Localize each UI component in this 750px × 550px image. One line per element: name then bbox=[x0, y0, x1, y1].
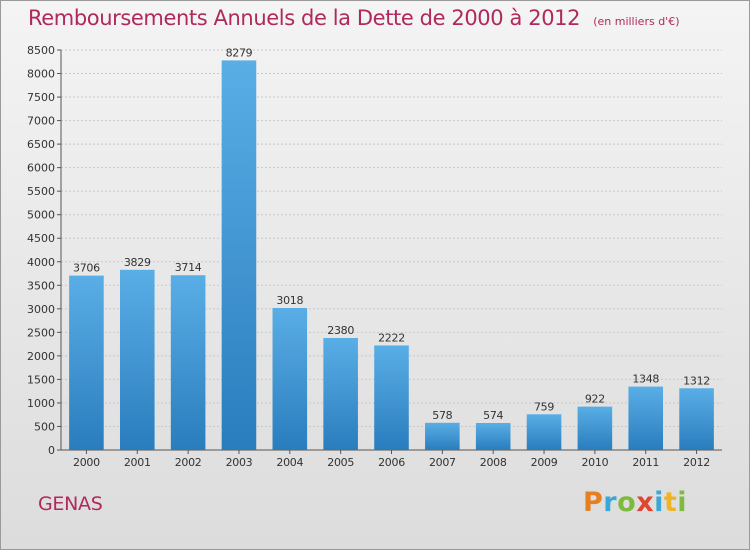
x-tick-label: 2010 bbox=[581, 456, 608, 469]
x-tick-label: 2007 bbox=[429, 456, 456, 469]
bar bbox=[221, 60, 257, 451]
x-tick-label: 2012 bbox=[683, 456, 710, 469]
axis-layer: 0 500 1000 1500 2000 2500 3000 3500 4000 4500 5000… bbox=[27, 44, 722, 469]
y-tick-label: 0 bbox=[48, 444, 55, 457]
bar bbox=[475, 422, 511, 450]
y-tick-label: 500 bbox=[34, 420, 55, 433]
x-tick-label: 2005 bbox=[327, 456, 354, 469]
logo-letter: i bbox=[654, 487, 664, 518]
x-tick-label: 2002 bbox=[175, 456, 202, 469]
x-tick-label: 2006 bbox=[378, 456, 405, 469]
chart-subtitle: (en milliers d'€) bbox=[593, 15, 680, 28]
y-tick-label: 5500 bbox=[27, 185, 55, 198]
x-tick-label: 2004 bbox=[276, 456, 303, 469]
y-tick-label: 8500 bbox=[27, 44, 55, 57]
chart-title: Remboursements Annuels de la Dette de 20… bbox=[28, 6, 581, 30]
y-tick-label: 4500 bbox=[27, 232, 55, 245]
chart-title-row: Remboursements Annuels de la Dette de 20… bbox=[28, 6, 679, 30]
y-tick-label: 6000 bbox=[27, 162, 55, 175]
x-tick-label: 2009 bbox=[531, 456, 558, 469]
y-tick-label: 5000 bbox=[27, 209, 55, 222]
y-tick-label: 7500 bbox=[27, 91, 55, 104]
bar-value-label: 574 bbox=[483, 409, 503, 422]
bar bbox=[323, 338, 358, 450]
logo-letter: P bbox=[583, 487, 604, 518]
bar bbox=[679, 388, 714, 450]
bar-value-label: 2380 bbox=[327, 324, 354, 337]
logo-letter: x bbox=[636, 487, 655, 518]
logo-letter: t bbox=[663, 487, 678, 518]
bar bbox=[425, 422, 460, 450]
bar-value-label: 2222 bbox=[378, 331, 405, 344]
bar bbox=[577, 406, 613, 450]
y-tick-label: 3000 bbox=[27, 303, 55, 316]
x-tick-label: 2008 bbox=[480, 456, 507, 469]
x-tick-label: 2011 bbox=[632, 456, 659, 469]
bar-value-label: 3018 bbox=[276, 294, 303, 307]
bar bbox=[374, 345, 409, 450]
bar bbox=[628, 386, 664, 450]
bar bbox=[170, 275, 206, 450]
x-tick-label: 2001 bbox=[124, 456, 151, 469]
logo-letter: o bbox=[617, 487, 637, 518]
y-tick-label: 2500 bbox=[27, 326, 55, 339]
bar-value-label: 759 bbox=[534, 400, 554, 413]
bar-value-label: 1312 bbox=[683, 374, 710, 387]
x-tick-label: 2000 bbox=[73, 456, 100, 469]
bar bbox=[526, 414, 562, 450]
bar-value-label: 578 bbox=[432, 409, 452, 422]
logo-letter: i bbox=[677, 487, 688, 518]
x-tick-label: 2003 bbox=[226, 456, 253, 469]
bar-value-label: 3706 bbox=[73, 262, 100, 275]
y-tick-label: 1000 bbox=[27, 397, 55, 410]
y-tick-label: 7000 bbox=[27, 115, 55, 128]
proxiti-logo: Proxiti bbox=[583, 487, 687, 518]
y-tick-label: 2000 bbox=[27, 350, 55, 363]
bar-value-label: 1348 bbox=[632, 373, 659, 386]
bar-value-label: 8279 bbox=[226, 46, 253, 59]
logo-letter: r bbox=[603, 487, 618, 518]
y-tick-label: 1500 bbox=[27, 373, 55, 386]
bar-layer: 3706 3829 3714 8279 3018 2380 2222 578 574 759 922… bbox=[69, 46, 714, 451]
bar-value-label: 3829 bbox=[124, 256, 151, 269]
commune-name: GENAS bbox=[38, 493, 103, 515]
bar bbox=[119, 269, 155, 450]
y-tick-label: 6500 bbox=[27, 138, 55, 151]
y-tick-label: 4000 bbox=[27, 256, 55, 269]
bar-value-label: 3714 bbox=[175, 261, 202, 274]
bar bbox=[69, 275, 104, 450]
y-tick-label: 8000 bbox=[27, 68, 55, 81]
y-tick-label: 3500 bbox=[27, 279, 55, 292]
bar bbox=[272, 307, 308, 450]
bar-value-label: 922 bbox=[585, 393, 605, 406]
